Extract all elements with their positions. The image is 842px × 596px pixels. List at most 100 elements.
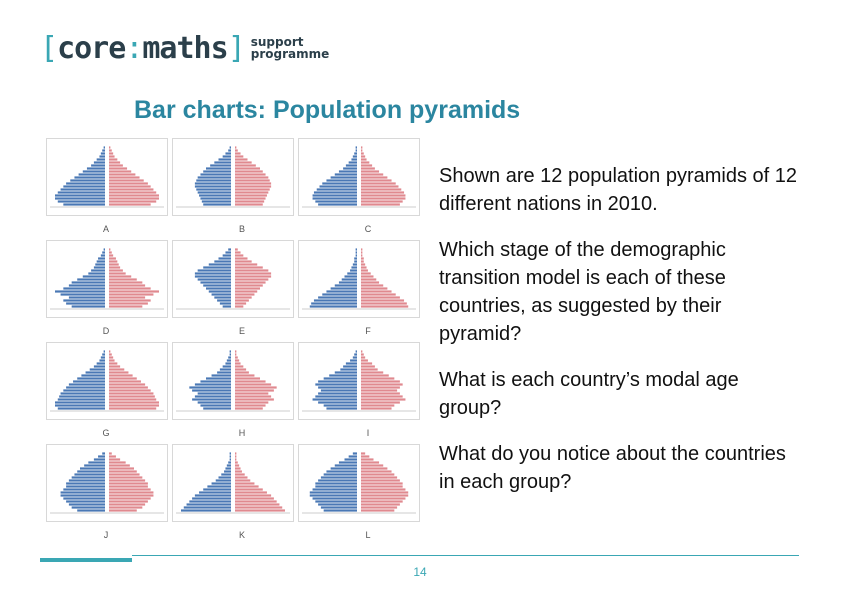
female-bar: [235, 482, 255, 485]
male-bar: [354, 152, 357, 155]
female-bar: [361, 170, 380, 173]
female-bar: [109, 389, 151, 392]
male-bar: [228, 248, 231, 251]
female-bar: [361, 497, 406, 500]
male-bar: [60, 188, 105, 191]
female-bar: [361, 269, 368, 272]
female-bar: [235, 407, 263, 410]
male-bar: [316, 188, 357, 191]
female-bar: [109, 377, 137, 380]
female-bar: [235, 353, 237, 356]
female-bar: [109, 506, 143, 509]
female-bar: [235, 269, 269, 272]
male-bar: [222, 305, 231, 308]
female-bar: [235, 284, 263, 287]
female-bar: [109, 296, 146, 299]
female-bar: [361, 161, 370, 164]
female-bar: [235, 287, 260, 290]
female-bar: [235, 464, 240, 467]
logo-wordmark: [core:maths]: [40, 30, 246, 66]
male-bar: [229, 458, 231, 461]
male-bar: [194, 185, 231, 188]
male-bar: [330, 287, 357, 290]
male-bar: [73, 380, 105, 383]
pyramid-label: D: [102, 326, 110, 336]
male-bar: [200, 197, 231, 200]
population-pyramid: B: [172, 138, 294, 236]
female-bar: [109, 251, 112, 254]
male-bar: [315, 482, 357, 485]
male-bar: [225, 467, 231, 470]
male-bar: [319, 185, 357, 188]
male-bar: [197, 401, 231, 404]
male-bar: [322, 182, 357, 185]
male-bar: [194, 494, 231, 497]
female-bar: [361, 368, 378, 371]
male-bar: [68, 383, 105, 386]
male-bar: [322, 293, 357, 296]
male-bar: [203, 407, 231, 410]
female-bar: [361, 494, 409, 497]
population-pyramid: J: [46, 444, 168, 542]
pyramid-label: K: [238, 530, 245, 540]
male-bar: [326, 290, 357, 293]
male-bar: [203, 203, 231, 206]
female-bar: [235, 371, 249, 374]
male-bar: [88, 461, 105, 464]
male-bar: [63, 497, 105, 500]
male-bar: [221, 473, 231, 476]
male-bar: [214, 296, 231, 299]
male-bar: [217, 299, 231, 302]
male-bar: [194, 395, 231, 398]
female-bar: [361, 299, 405, 302]
female-bar: [361, 377, 395, 380]
female-bar: [361, 179, 392, 182]
female-bar: [109, 359, 115, 362]
female-bar: [235, 305, 244, 308]
female-bar: [235, 200, 265, 203]
female-bar: [235, 191, 269, 194]
pyramid-label: I: [366, 428, 370, 438]
male-bar: [343, 167, 357, 170]
pyramid-frame: [298, 240, 420, 318]
female-bar: [361, 452, 366, 455]
male-bar: [318, 401, 357, 404]
female-bar: [235, 272, 272, 275]
female-bar: [235, 506, 283, 509]
male-bar: [59, 395, 105, 398]
female-bar: [109, 293, 154, 296]
male-bar: [334, 464, 357, 467]
female-bar: [361, 203, 400, 206]
male-bar: [93, 266, 105, 269]
male-bar: [95, 263, 105, 266]
male-bar: [318, 296, 357, 299]
pyramid-chart: [46, 342, 168, 420]
male-bar: [326, 470, 357, 473]
male-bar: [318, 380, 357, 383]
male-bar: [63, 185, 105, 188]
female-bar: [361, 284, 384, 287]
female-bar: [361, 506, 398, 509]
population-pyramid: H: [172, 342, 294, 440]
female-bar: [235, 203, 263, 206]
pyramid-label: C: [364, 224, 372, 234]
male-bar: [355, 146, 357, 149]
female-bar: [235, 359, 240, 362]
male-bar: [229, 146, 231, 149]
male-bar: [194, 182, 231, 185]
male-bar: [315, 500, 357, 503]
pyramid-frame: [298, 342, 420, 420]
male-bar: [320, 389, 357, 392]
female-bar: [109, 278, 137, 281]
male-bar: [313, 191, 357, 194]
male-bar: [200, 173, 231, 176]
population-pyramid: C: [298, 138, 420, 236]
pyramid-frame: [46, 138, 168, 216]
female-bar: [361, 374, 389, 377]
pyramid-frame: [172, 342, 294, 420]
female-bar: [109, 353, 112, 356]
male-bar: [315, 485, 357, 488]
female-bar: [361, 305, 409, 308]
female-bar: [361, 152, 364, 155]
female-bar: [361, 158, 367, 161]
